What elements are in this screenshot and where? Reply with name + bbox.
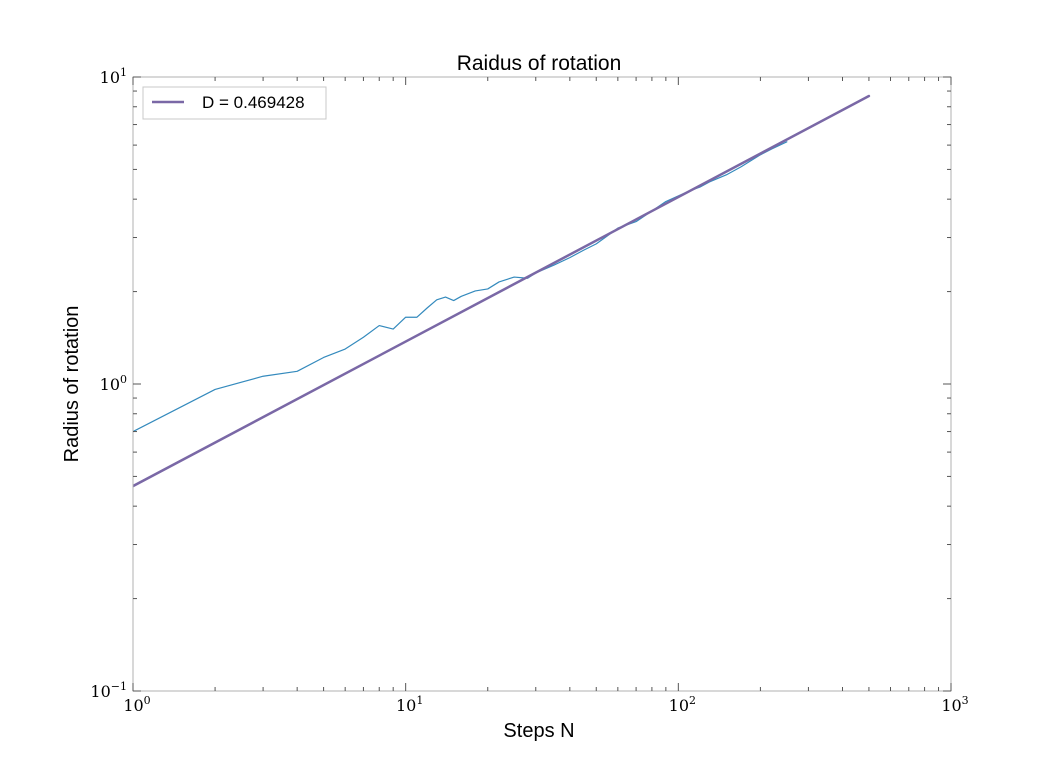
x-axis-label: Steps N bbox=[503, 720, 574, 742]
y-tick-label: 101 bbox=[100, 66, 127, 87]
x-tick-label: 103 bbox=[941, 694, 968, 715]
legend-label: D = 0.469428 bbox=[202, 93, 305, 112]
x-tick-label: 101 bbox=[396, 694, 423, 715]
x-tick-label: 100 bbox=[123, 694, 150, 715]
y-tick-label: 100 bbox=[100, 373, 127, 394]
x-tick-label: 102 bbox=[669, 694, 696, 715]
chart-title: Raidus of rotation bbox=[457, 52, 622, 75]
plot-frame bbox=[132, 76, 952, 692]
y-tick-label: 10−1 bbox=[90, 680, 127, 701]
series-fit-line bbox=[133, 94, 871, 488]
y-axis-label: Radius of rotation bbox=[61, 306, 83, 463]
legend: D = 0.469428 bbox=[142, 86, 327, 120]
series-data-line bbox=[133, 141, 788, 433]
